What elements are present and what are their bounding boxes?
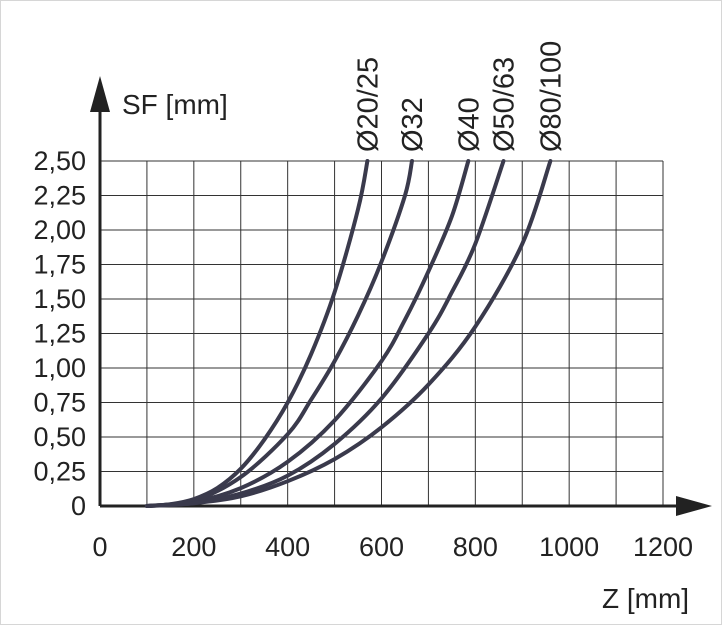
y-tick-label: 0,75 xyxy=(33,388,86,418)
x-tick-label: 400 xyxy=(265,532,310,562)
series-curve-5 xyxy=(144,159,553,508)
y-tick-label: 1,25 xyxy=(33,319,86,349)
y-axis-title: SF [mm] xyxy=(122,89,228,120)
x-tick-label: 800 xyxy=(453,532,498,562)
y-axis-arrow xyxy=(90,76,110,112)
series-curve-2 xyxy=(144,159,414,508)
x-tick-label: 1000 xyxy=(539,532,599,562)
series-label: Ø32 xyxy=(397,97,429,152)
x-tick-label: 600 xyxy=(359,532,404,562)
x-tick-label: 200 xyxy=(171,532,216,562)
y-tick-label: 0,25 xyxy=(33,457,86,487)
tick-labels: 0 0,25 0,50 0,75 1,00 1,25 1,50 1,75 2,00 2,25 2,5… xyxy=(33,146,693,562)
series-labels: Ø20/25 Ø32 Ø40 Ø50/63 Ø80/100 xyxy=(352,41,567,152)
y-tick-label: 1,50 xyxy=(33,284,86,314)
y-tick-label: 1,75 xyxy=(33,250,86,280)
y-tick-label: 2,00 xyxy=(33,215,86,245)
y-tick-label: 2,25 xyxy=(33,181,86,211)
series-curve-3 xyxy=(144,159,471,508)
x-axis-arrow xyxy=(676,496,712,516)
series-label: Ø40 xyxy=(453,97,485,152)
x-axis-title: Z [mm] xyxy=(602,583,689,614)
y-tick-label: 0,50 xyxy=(33,422,86,452)
series-label: Ø20/25 xyxy=(352,57,384,152)
y-tick-label: 1,00 xyxy=(33,353,86,383)
x-tick-label: 0 xyxy=(92,532,107,562)
x-tick-label: 1200 xyxy=(633,532,693,562)
curves xyxy=(144,159,553,508)
series-label: Ø80/100 xyxy=(535,41,567,152)
axes xyxy=(90,76,712,516)
series-label: Ø50/63 xyxy=(488,57,520,152)
y-tick-label: 0 xyxy=(71,491,86,521)
y-tick-label: 2,50 xyxy=(33,146,86,176)
